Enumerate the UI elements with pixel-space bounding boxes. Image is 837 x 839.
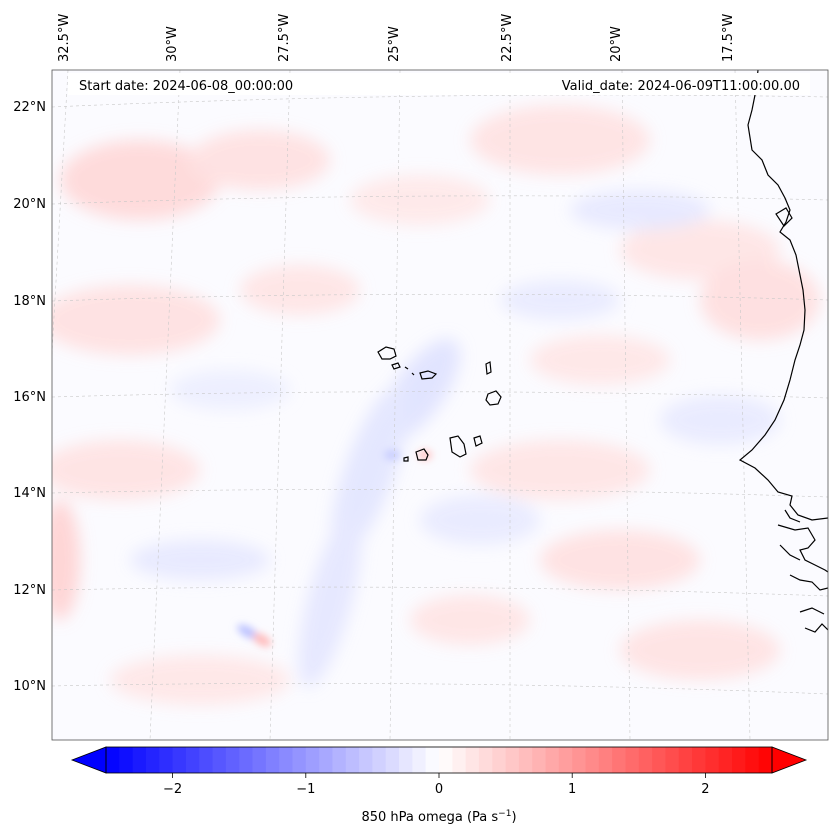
colorbar-cell (718, 747, 733, 773)
colorbar-cell (359, 747, 373, 773)
coastline (377, 70, 828, 633)
colorbar-cell (558, 747, 573, 773)
colorbar-cell (532, 747, 547, 773)
colorbar-max-arrow (771, 746, 808, 774)
colorbar-tick-label: 0 (435, 782, 443, 797)
lon-label: 30°W (165, 26, 180, 62)
colorbar-cell (678, 747, 693, 773)
colorbar-cell (279, 747, 293, 773)
latitude-labels: 22°N 20°N 18°N 16°N 14°N 12°N 10°N (13, 100, 46, 694)
colorbar-tick-label: −2 (163, 782, 182, 797)
colorbar-cell (425, 747, 440, 773)
colorbar-cell (732, 747, 746, 773)
colorbar-cell (665, 747, 680, 773)
colorbar-cell (132, 747, 147, 773)
colorbar-cell (452, 747, 467, 773)
colorbar-cell (106, 747, 120, 773)
colorbar-min-arrow (70, 746, 107, 774)
header-box (68, 73, 810, 95)
lon-label: 25°W (387, 26, 402, 62)
colorbar-cell (612, 747, 626, 773)
lat-label: 16°N (13, 390, 46, 405)
island-fogo (415, 448, 429, 461)
colorbar-cell (185, 747, 200, 773)
colorbar-cell (372, 747, 387, 773)
colorbar-cell (265, 747, 280, 773)
colorbar-cell (572, 747, 587, 773)
africa-coastline (738, 70, 828, 521)
colorbar-cell (439, 747, 453, 773)
island-santiago (449, 435, 467, 458)
lat-label: 10°N (13, 679, 46, 694)
colorbar-cell (492, 747, 507, 773)
colorbar-cell (412, 747, 427, 773)
colorbar-cell (465, 747, 480, 773)
colorbar-tick-label: −1 (296, 782, 315, 797)
lon-label: 22.5°W (500, 14, 515, 62)
colorbar: −2 −1 0 1 2 850 hPa omega (Pa s−1) (70, 746, 808, 825)
lat-label: 14°N (13, 486, 46, 501)
island-sal (485, 361, 492, 375)
colorbar-cell (505, 747, 520, 773)
colorbar-cell (745, 747, 760, 773)
colorbar-label: 850 hPa omega (Pa s−1) (361, 809, 516, 825)
colorbar-cell (598, 747, 613, 773)
start-date-text: Start date: 2024-06-08_00:00:00 (79, 79, 293, 94)
colorbar-tick-label: 2 (701, 782, 709, 797)
island-boa-vista (485, 390, 502, 406)
lat-label: 12°N (13, 583, 46, 598)
colorbar-cell (225, 747, 240, 773)
valid-date-text: Valid_date: 2024-06-09T11:00:00.00 (562, 79, 800, 94)
colorbar-cell (692, 747, 706, 773)
colorbar-cell (758, 747, 773, 773)
map-plot-area (51, 69, 829, 741)
graticule-lines (52, 70, 828, 740)
omega-field-shading (52, 105, 820, 705)
colorbar-cell (478, 747, 493, 773)
colorbar-cell (385, 747, 400, 773)
longitude-labels: 32.5°W 30°W 27.5°W 25°W 22.5°W 20°W 17.5… (57, 14, 736, 62)
lon-label: 32.5°W (57, 14, 72, 62)
island-santo-antao (377, 346, 397, 360)
colorbar-cell (292, 747, 307, 773)
colorbar-cell (319, 747, 333, 773)
colorbar-cell (518, 747, 533, 773)
colorbar-cell (305, 747, 320, 773)
lat-label: 18°N (13, 294, 46, 309)
colorbar-cell (252, 747, 267, 773)
colorbar-cell (145, 747, 160, 773)
colorbar-cell (159, 747, 174, 773)
colorbar-cells (106, 747, 773, 773)
colorbar-cell (399, 747, 413, 773)
colorbar-cell (332, 747, 347, 773)
colorbar-cell (625, 747, 640, 773)
colorbar-cell (199, 747, 214, 773)
colorbar-cell (585, 747, 600, 773)
lon-label: 20°W (609, 26, 624, 62)
colorbar-ticks: −2 −1 0 1 2 (163, 773, 710, 797)
colorbar-cell (119, 747, 134, 773)
lon-label: 27.5°W (277, 14, 292, 62)
colorbar-cell (638, 747, 653, 773)
colorbar-cell (172, 747, 187, 773)
lon-label: 17.5°W (721, 14, 736, 62)
colorbar-cell (345, 747, 360, 773)
map-frame (51, 69, 829, 741)
lat-label: 20°N (13, 197, 46, 212)
colorbar-cell (545, 747, 560, 773)
colorbar-cell (239, 747, 254, 773)
lat-label: 22°N (13, 100, 46, 115)
colorbar-cell (705, 747, 720, 773)
colorbar-cell (652, 747, 666, 773)
colorbar-cell (212, 747, 227, 773)
colorbar-tick-label: 1 (568, 782, 576, 797)
